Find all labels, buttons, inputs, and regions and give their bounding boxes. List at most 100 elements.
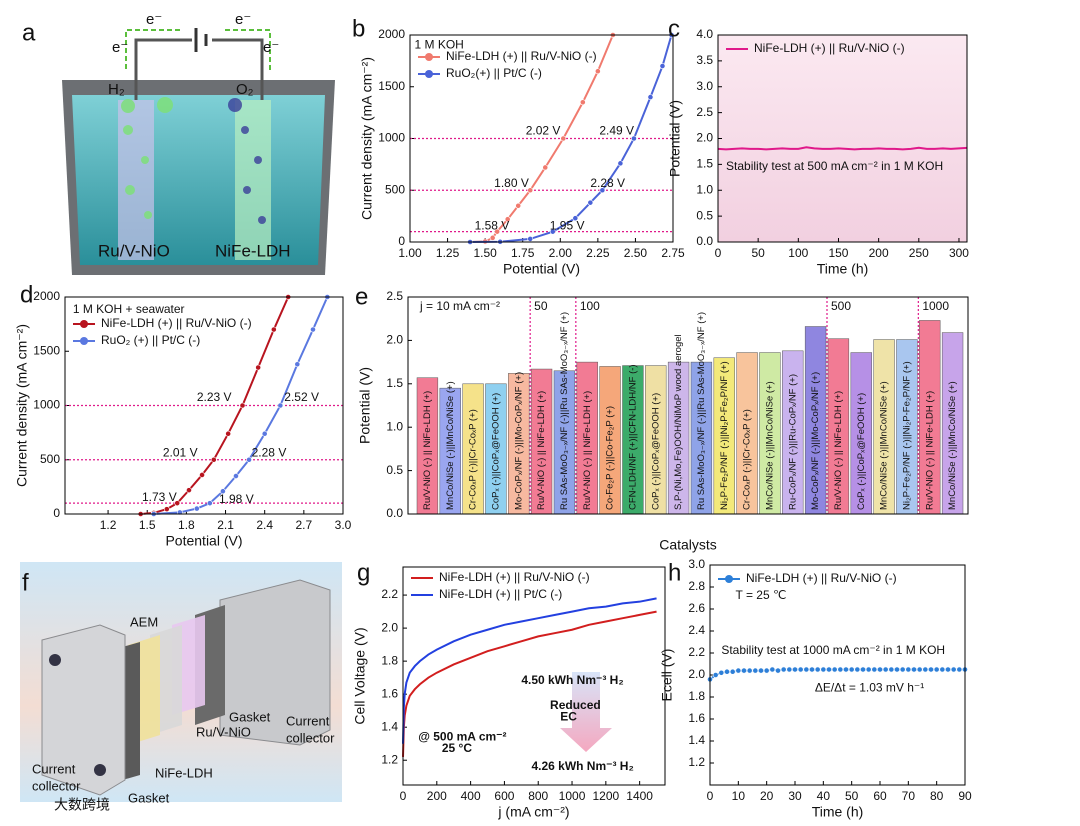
point	[905, 666, 912, 673]
x-tick-label: 2.7	[296, 518, 313, 532]
point	[882, 666, 889, 673]
chart-e: e Catalysts Potential (V) 0.0 0.5 1.0 1.5 2.0 2.…	[355, 283, 969, 553]
x-tick-label: 20	[760, 789, 774, 803]
chart-g: g j (mA cm⁻²) Cell Voltage (V) 1.2 1.4 1.6 1.8…	[352, 559, 666, 820]
panel-a: a e⁻ e⁻ e⁻ e⁻ H₂ O₂ Ru/V-NiO NiFe-LDH	[22, 11, 335, 275]
legend-marker	[80, 337, 88, 345]
y-tick-label: 2.4	[688, 623, 705, 637]
point	[294, 361, 301, 368]
y-tick-label: 4.0	[696, 27, 713, 41]
point	[225, 430, 232, 437]
x-tick-label: 300	[949, 246, 969, 260]
annotation: 1 M KOH	[415, 38, 464, 52]
point	[848, 666, 855, 673]
y-tick-label: 1.0	[386, 419, 403, 433]
x-tick-label: 2.75	[661, 246, 685, 260]
y-tick-label: 1.8	[688, 689, 705, 703]
collector-label: collector	[32, 778, 81, 793]
x-tick-label: 60	[873, 789, 887, 803]
x-tick-label: 2.25	[586, 246, 610, 260]
x-tick-label: 10	[732, 789, 746, 803]
bar-label: Ru/V-NiO (-) || NiFe-LDH (+)	[422, 391, 433, 510]
electron-arrow	[125, 29, 180, 70]
y-tick-label: 0.0	[386, 506, 403, 520]
point	[933, 666, 940, 673]
x-tick-label: 800	[528, 789, 548, 803]
point	[826, 666, 832, 673]
x-axis-label: Catalysts	[659, 537, 717, 553]
x-tick-label: 1.2	[100, 518, 117, 532]
h2-bubbles	[121, 97, 173, 219]
bar-label: Ru/V-NiO (-) || NiFe-LDH (+)	[536, 391, 547, 510]
point	[922, 666, 929, 673]
annotation: 2.28 V	[252, 445, 287, 459]
plot-frame	[407, 296, 969, 515]
x-tick-label: 2.4	[256, 518, 273, 532]
annotation: EC	[560, 709, 577, 723]
bar-label: Ni₂P-Fe₂P/NF (-)||Ni₂P-Fe₂P/NF (+)	[901, 361, 912, 510]
point	[899, 666, 906, 673]
annotation: 1.58 V	[475, 219, 510, 233]
x-tick-label: 80	[930, 789, 944, 803]
x-tick-label: 100	[788, 246, 808, 260]
x-tick-label: 1400	[626, 789, 653, 803]
bar-label: MnCo/NiSe (-)||MnCo/NiSe (+)	[764, 381, 775, 510]
point	[489, 234, 496, 241]
anode	[235, 100, 271, 260]
y-tick-label: 1500	[33, 343, 60, 357]
point	[797, 666, 804, 673]
x-axis-label: Potential (V)	[165, 533, 242, 549]
x-tick-label: 150	[828, 246, 848, 260]
y-tick-label: 0.0	[696, 234, 713, 248]
y-axis-label: Current density (mA cm⁻²)	[14, 324, 30, 487]
point	[572, 215, 579, 222]
chart-h: h Time (h) Ecell (V) 1.2 1.4 1.6 1.8 2.0 2.2 2.4 2…	[659, 557, 972, 820]
legend-label: NiFe-LDH (+) || Ru/V-NiO (-)	[754, 41, 905, 55]
annotation: 1.80 V	[494, 176, 529, 190]
legend-marker	[80, 320, 88, 328]
point	[587, 199, 594, 206]
panel-f: f AEM Ru/V-NiO NiFe-LDH Gasket Gasket Cu…	[20, 562, 342, 805]
legend-label: NiFe-LDH (+) || Ru/V-NiO (-)	[746, 571, 897, 585]
annotation: 2.23 V	[197, 390, 232, 404]
annotation: 1.73 V	[142, 490, 177, 504]
electron-label: e⁻	[235, 11, 251, 28]
y-axis-label: Potential (V)	[667, 100, 683, 177]
x-axis-label: Time (h)	[812, 804, 864, 820]
point	[277, 402, 284, 409]
bar-label: S,P-(Ni,Mo,Fe)OOH/NiMoP wood aerogel	[673, 334, 684, 510]
y-tick-label: 1.6	[381, 686, 398, 700]
y-tick-label: 0	[53, 506, 60, 520]
annotation: Stability test at 500 mA cm⁻² in 1 M KOH	[726, 159, 943, 173]
point	[843, 666, 849, 673]
y-tick-label: 1000	[378, 131, 405, 145]
point	[939, 666, 946, 673]
point	[549, 228, 556, 235]
cathode-label: Ru/V-NiO	[196, 724, 251, 739]
point	[220, 488, 226, 495]
series-line	[470, 34, 673, 243]
point	[659, 63, 666, 69]
membrane-label: AEM	[130, 614, 158, 629]
y-axis-label: Cell Voltage (V)	[352, 627, 368, 724]
y-tick-label: 2.8	[688, 579, 705, 593]
point	[786, 666, 793, 673]
x-tick-label: 250	[909, 246, 929, 260]
x-tick-label: 70	[902, 789, 916, 803]
x-tick-label: 200	[427, 789, 447, 803]
x-tick-label: 0	[707, 789, 714, 803]
electrode-label: NiFe-LDH	[215, 241, 291, 260]
x-tick-label: 1.5	[139, 518, 156, 532]
point	[877, 666, 883, 673]
point	[504, 216, 511, 223]
x-tick-label: 40	[817, 789, 831, 803]
y-axis-label: Current density (mA cm⁻²)	[359, 57, 375, 220]
legend-label: RuO₂(+) || Pt/C (-)	[446, 66, 542, 80]
annotation: 1.98 V	[219, 492, 254, 506]
point	[956, 666, 963, 673]
y-tick-label: 1.6	[688, 711, 705, 725]
point	[206, 500, 213, 507]
right-collector	[219, 579, 331, 746]
gas-label: H₂	[108, 81, 125, 98]
annotation: 25 °C	[442, 741, 472, 755]
